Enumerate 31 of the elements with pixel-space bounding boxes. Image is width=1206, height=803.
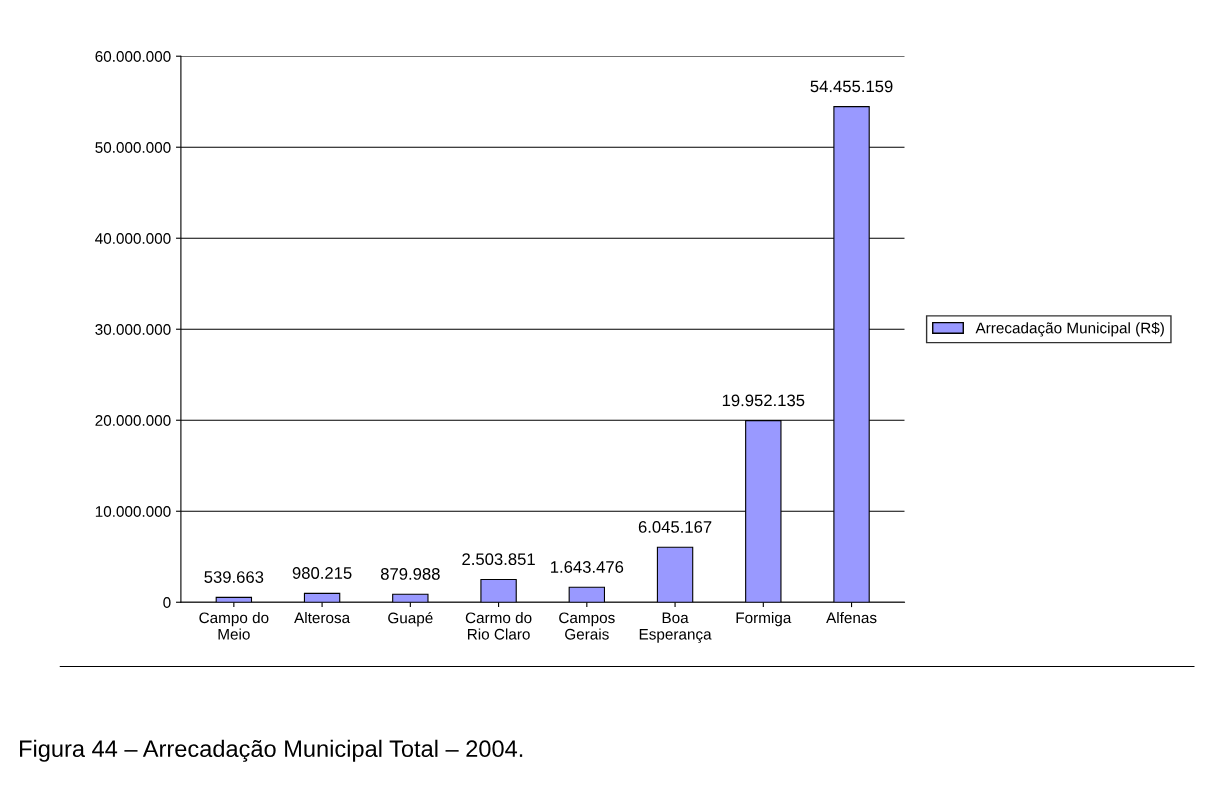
y-tick-label: 40.000.000 xyxy=(95,233,171,244)
y-tick-label: 60.000.000 xyxy=(95,51,171,62)
x-tick-label: Campos Gerais xyxy=(559,612,615,640)
x-tick-label: Carmo do Rio Claro xyxy=(465,611,532,640)
y-tick-label: 10.000.000 xyxy=(95,506,171,517)
x-tick-label: Campo do Meio xyxy=(199,611,269,640)
y-tick-label: 0 xyxy=(163,597,171,608)
data-label: 539.663 xyxy=(204,571,264,583)
bar xyxy=(656,546,694,603)
legend-label: Arrecadação Municipal (R$) xyxy=(975,321,1164,337)
data-label: 19.952.135 xyxy=(722,394,805,407)
text: Figura 44 – Arrecadação Municipal Total – 2004. xyxy=(20,739,523,762)
x-tick-label: Guapé xyxy=(388,611,433,627)
y-tick-label: 20.000.000 xyxy=(95,415,171,426)
data-label: 980.215 xyxy=(292,567,352,579)
x-tick-label: Boa Esperança xyxy=(639,612,712,643)
bar xyxy=(568,586,606,603)
bar xyxy=(392,593,429,603)
data-label: 54.455.159 xyxy=(810,80,893,93)
y-tick-label: 50.000.000 xyxy=(95,142,171,153)
bar xyxy=(480,578,517,603)
bar xyxy=(303,592,341,603)
x-tick-label: Formiga xyxy=(736,611,792,627)
bar xyxy=(215,596,253,603)
data-label: 879.988 xyxy=(380,568,440,580)
x-tick-label: Alterosa xyxy=(294,611,351,624)
x-tick-label: Alfenas xyxy=(826,611,877,624)
data-label: 6.045.167 xyxy=(638,521,712,533)
y-tick-label: 30.000.000 xyxy=(95,324,171,335)
data-label: 1.643.476 xyxy=(551,561,624,573)
data-label: 2.503.851 xyxy=(462,553,535,566)
